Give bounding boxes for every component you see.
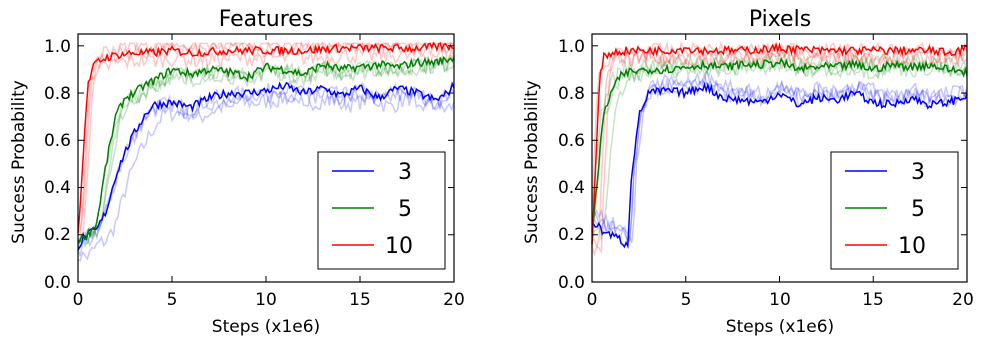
series-line-10 [591, 42, 968, 245]
x-axis-label: Steps (x1e6) [212, 317, 320, 337]
legend: 3 5 10 [317, 151, 446, 270]
x-tick-label: 0 [587, 290, 598, 310]
y-tick-label: 0.8 [44, 84, 71, 104]
y-tick-label: 0.6 [558, 131, 585, 151]
y-tick-label: 1.0 [44, 37, 71, 57]
y-ticks: 0.0 0.2 0.4 0.6 0.8 1.0 [44, 37, 71, 293]
y-tick-label: 1.0 [558, 37, 585, 57]
y-tick-label: 0.8 [558, 84, 585, 104]
series-lines [591, 42, 968, 249]
x-tick-label: 5 [681, 290, 692, 310]
run-line-10 [591, 45, 968, 257]
y-tick-label: 0.4 [44, 178, 71, 198]
x-tick-label: 0 [73, 290, 84, 310]
legend-label-5: 5 [398, 197, 412, 222]
chart-title: Features [219, 7, 314, 32]
legend-label-10: 10 [898, 234, 926, 259]
run-line-5 [77, 53, 455, 251]
y-tick-label: 0.0 [44, 273, 71, 293]
run-line-10 [591, 49, 968, 207]
x-tick-label: 15 [862, 290, 884, 310]
legend: 3 5 10 [830, 151, 959, 270]
x-ticks: 0 5 10 15 20 [587, 290, 974, 310]
y-tick-label: 0.0 [558, 273, 585, 293]
x-tick-label: 15 [349, 290, 371, 310]
series-line-5 [591, 57, 968, 231]
x-tick-label: 5 [167, 290, 178, 310]
y-tick-label: 0.4 [558, 178, 585, 198]
legend-label-10: 10 [385, 234, 413, 259]
series-line-5 [77, 55, 455, 244]
x-tick-label: 20 [443, 290, 465, 310]
x-tick-label: 20 [952, 290, 974, 310]
y-ticks: 0.0 0.2 0.4 0.6 0.8 1.0 [558, 37, 585, 293]
run-line-3 [591, 78, 968, 243]
tick-marks [77, 34, 455, 283]
legend-box [317, 151, 446, 270]
y-tick-label: 0.2 [44, 225, 71, 245]
y-axis-label: Success Probability [9, 80, 29, 244]
y-axis-label: Success Probability [522, 80, 542, 244]
legend-label-3: 3 [398, 160, 412, 185]
chart-panel-pixels: Pixels Success Probability Steps (x1e6) … [522, 7, 974, 337]
x-ticks: 0 5 10 15 20 [73, 290, 465, 310]
series-line-3 [77, 81, 455, 251]
y-tick-label: 0.2 [558, 225, 585, 245]
run-line-3 [591, 73, 968, 245]
tick-marks [591, 34, 968, 283]
run-line-10 [591, 40, 968, 255]
legend-label-3: 3 [911, 160, 925, 185]
run-line-10 [77, 41, 455, 233]
x-tick-label: 10 [769, 290, 791, 310]
run-line-3 [77, 87, 455, 262]
x-tick-label: 10 [255, 290, 277, 310]
x-axis-label: Steps (x1e6) [726, 317, 834, 337]
series-line-3 [591, 81, 968, 249]
run-line-10 [77, 44, 455, 244]
y-tick-label: 0.6 [44, 131, 71, 151]
run-line-5 [591, 51, 968, 214]
series-line-10 [77, 41, 455, 234]
chart-title: Pixels [749, 7, 811, 32]
legend-box [830, 151, 959, 270]
chart-panel-features: Features Success Probability Steps (x1e6… [9, 7, 465, 337]
legend-label-5: 5 [911, 197, 925, 222]
series-lines [77, 41, 455, 251]
